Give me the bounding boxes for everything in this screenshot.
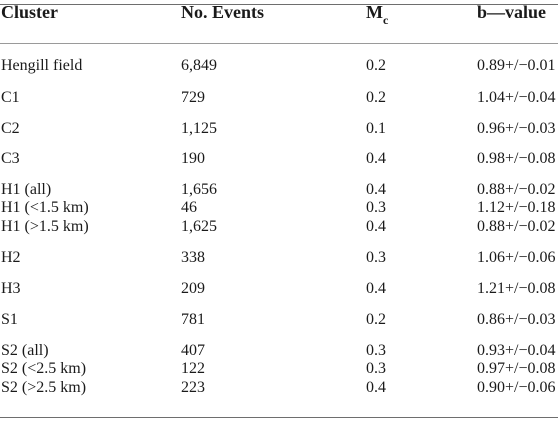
- cell-bvalue: 1.12+/−0.18: [477, 199, 556, 216]
- cell-mc: 0.4: [366, 379, 386, 396]
- table-row: S2 (<2.5 km) 122 0.3 0.97+/−0.08: [0, 359, 558, 379]
- cell-events: 209: [181, 280, 205, 297]
- cell-bvalue: 0.86+/−0.03: [477, 311, 556, 328]
- cell-events: 190: [181, 150, 205, 167]
- cell-mc: 0.3: [366, 199, 386, 216]
- table-row: S1 781 0.2 0.86+/−0.03: [0, 310, 558, 330]
- cell-mc: 0.4: [366, 280, 386, 297]
- cell-bvalue: 0.98+/−0.08: [477, 150, 556, 167]
- cell-cluster: Hengill field: [1, 57, 83, 74]
- cell-cluster: C2: [1, 120, 20, 137]
- table-row: H1 (all) 1,656 0.4 0.88+/−0.02: [0, 180, 558, 200]
- cell-cluster: S1: [1, 311, 18, 328]
- cell-bvalue: 0.88+/−0.02: [477, 218, 556, 235]
- table-row: C1 729 0.2 1.04+/−0.04: [0, 88, 558, 108]
- table-row: S2 (all) 407 0.3 0.93+/−0.04: [0, 341, 558, 361]
- table-row: H1 (>1.5 km) 1,625 0.4 0.88+/−0.02: [0, 217, 558, 237]
- cell-cluster: H2: [1, 249, 21, 266]
- cell-events: 1,125: [181, 120, 217, 137]
- cell-events: 223: [181, 379, 205, 396]
- cell-cluster: C3: [1, 150, 20, 167]
- cell-bvalue: 1.06+/−0.06: [477, 249, 556, 266]
- cell-mc: 0.4: [366, 181, 386, 198]
- cell-events: 6,849: [181, 57, 217, 74]
- cell-cluster: H1 (>1.5 km): [1, 218, 89, 235]
- cell-bvalue: 0.93+/−0.04: [477, 342, 556, 359]
- header-bvalue: b—value: [477, 2, 547, 22]
- cell-mc: 0.4: [366, 150, 386, 167]
- cell-bvalue: 0.96+/−0.03: [477, 120, 556, 137]
- cell-cluster: H1 (all): [1, 181, 52, 198]
- cell-cluster: S2 (>2.5 km): [1, 379, 87, 396]
- table-top-rule: [0, 4, 558, 5]
- cell-events: 729: [181, 89, 205, 106]
- table-row: H3 209 0.4 1.21+/−0.08: [0, 279, 558, 299]
- cell-mc: 0.3: [366, 249, 386, 266]
- cell-events: 1,656: [181, 181, 217, 198]
- header-mc-main: M: [366, 2, 383, 22]
- cell-mc: 0.3: [366, 360, 386, 377]
- table-bottom-rule: [0, 417, 558, 418]
- cell-mc: 0.2: [366, 311, 386, 328]
- cell-events: 122: [181, 360, 205, 377]
- cell-events: 46: [181, 199, 197, 216]
- cell-bvalue: 1.21+/−0.08: [477, 280, 556, 297]
- table-row: H1 (<1.5 km) 46 0.3 1.12+/−0.18: [0, 198, 558, 218]
- cell-mc: 0.4: [366, 218, 386, 235]
- cell-bvalue: 0.89+/−0.01: [477, 57, 556, 74]
- cell-cluster: S2 (all): [1, 342, 49, 359]
- header-events: No. Events: [181, 2, 265, 22]
- cell-mc: 0.1: [366, 120, 386, 137]
- table-row: C2 1,125 0.1 0.96+/−0.03: [0, 119, 558, 139]
- header-divider-rule: [0, 43, 558, 44]
- cell-events: 1,625: [181, 218, 217, 235]
- cell-cluster: H3: [1, 280, 21, 297]
- cell-mc: 0.3: [366, 342, 386, 359]
- table-row: C3 190 0.4 0.98+/−0.08: [0, 149, 558, 169]
- cell-events: 338: [181, 249, 205, 266]
- cell-mc: 0.2: [366, 89, 386, 106]
- cell-cluster: C1: [1, 89, 20, 106]
- header-cluster: Cluster: [1, 2, 58, 22]
- cell-cluster: S2 (<2.5 km): [1, 360, 87, 377]
- table-row: H2 338 0.3 1.06+/−0.06: [0, 248, 558, 268]
- cell-bvalue: 0.97+/−0.08: [477, 360, 556, 377]
- cell-events: 781: [181, 311, 205, 328]
- table-row: S2 (>2.5 km) 223 0.4 0.90+/−0.06: [0, 378, 558, 398]
- cell-bvalue: 1.04+/−0.04: [477, 89, 556, 106]
- cell-bvalue: 0.90+/−0.06: [477, 379, 556, 396]
- cell-cluster: H1 (<1.5 km): [1, 199, 89, 216]
- cell-events: 407: [181, 342, 205, 359]
- cell-bvalue: 0.88+/−0.02: [477, 181, 556, 198]
- header-mc-subscript: c: [383, 12, 389, 27]
- cell-mc: 0.2: [366, 57, 386, 74]
- header-mc: Mc: [366, 1, 388, 30]
- table-row: Hengill field 6,849 0.2 0.89+/−0.01: [0, 56, 558, 76]
